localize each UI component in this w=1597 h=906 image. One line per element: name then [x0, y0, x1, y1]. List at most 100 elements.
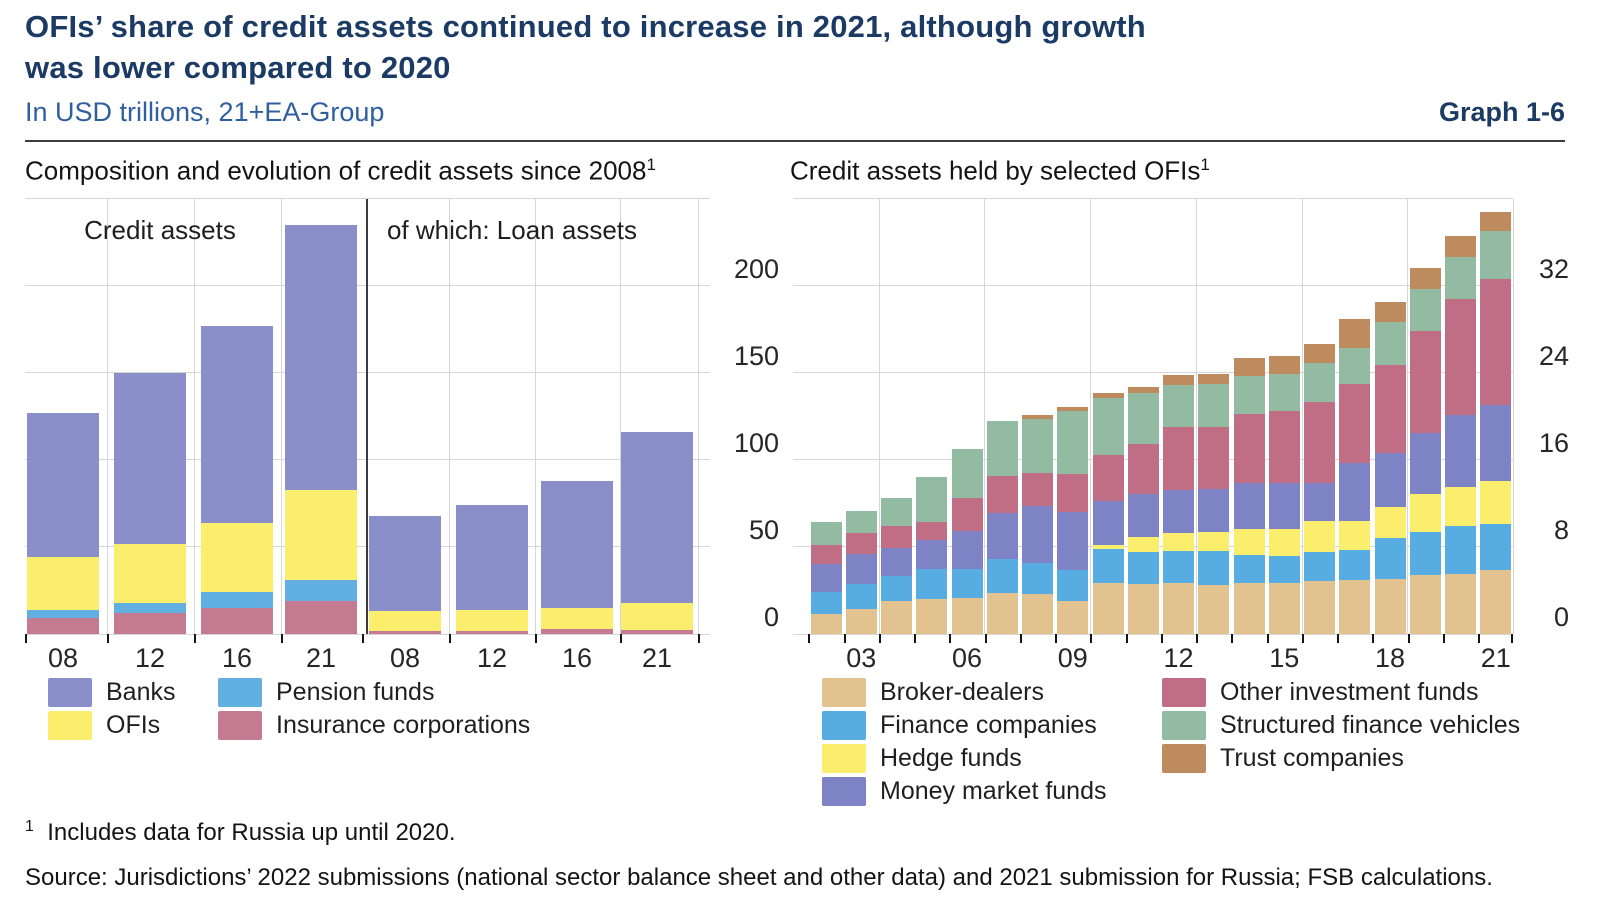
- bar-segment-banks: [621, 432, 693, 603]
- legend-column: Banks OFIs: [48, 676, 175, 742]
- right-chart-panel: Credit assets held by selected OFIs1 0 8 1…: [790, 155, 1590, 806]
- bar-segment-other-investment-funds: [1022, 473, 1053, 506]
- bar-segment-broker-dealers: [845, 608, 877, 634]
- bar-segment-hedge-funds: [1092, 544, 1124, 550]
- bar-segment-structured-finance-vehicles: [1268, 374, 1300, 412]
- source-line: Source: Jurisdictions’ 2022 submissions …: [25, 864, 1493, 891]
- bar-segment-ofis: [541, 607, 613, 629]
- bar-segment-insurance-corporations: [285, 600, 357, 634]
- bar-segment-finance-companies: [1268, 555, 1300, 583]
- legend-label: Structured finance vehicles: [1220, 711, 1521, 739]
- bar-segment-trust-companies: [1198, 374, 1230, 384]
- legend-swatch-finance-companies: [822, 711, 866, 740]
- bar-segment-banks: [201, 326, 273, 523]
- axis-tick-mark: [534, 634, 537, 643]
- bar-segment-insurance-corporations: [201, 607, 273, 634]
- bar-segment-structured-finance-vehicles: [916, 477, 948, 522]
- bar-segment-insurance-corporations: [114, 613, 186, 634]
- y-tick-label: 0: [1553, 602, 1569, 632]
- bar-segment-finance-companies: [1480, 524, 1512, 570]
- bar-segment-other-investment-funds: [1198, 427, 1230, 490]
- bar-segment-finance-companies: [1445, 526, 1476, 575]
- bar-segment-money-market-funds: [1480, 404, 1512, 481]
- bar-segment-other-investment-funds: [1057, 474, 1089, 513]
- legend-item-trust-companies: Trust companies: [1162, 742, 1520, 775]
- x-tick-label: 21: [641, 643, 673, 673]
- bar-segment-other-investment-funds: [1339, 383, 1371, 464]
- vertical-gridline: [106, 199, 108, 634]
- legend-item-hedge-funds: Hedge funds: [822, 742, 1107, 775]
- bar-segment-insurance-corporations: [456, 630, 528, 634]
- bar-segment-hedge-funds: [1233, 528, 1265, 555]
- bar-segment-money-market-funds: [1339, 463, 1371, 521]
- y-tick-label: 200: [733, 254, 779, 284]
- bar-segment-finance-companies: [810, 591, 842, 615]
- x-tick-label: 09: [1057, 643, 1088, 673]
- group-label-of-which-loan-assets: of which: Loan assets: [386, 215, 638, 245]
- axis-tick-mark: [362, 634, 364, 643]
- bar-segment-money-market-funds: [1163, 490, 1194, 533]
- bar-segment-banks: [456, 505, 528, 610]
- bar-segment-structured-finance-vehicles: [810, 521, 842, 545]
- bar-segment-hedge-funds: [1268, 528, 1300, 556]
- bar-segment-trust-companies: [1092, 392, 1124, 398]
- footnote-marker: 1: [646, 155, 656, 174]
- legend-swatch-insurance-corporations: [218, 711, 262, 740]
- bar-segment-money-market-funds: [810, 564, 842, 592]
- bar-segment-other-investment-funds: [1268, 411, 1300, 483]
- vertical-gridline: [619, 199, 621, 634]
- axis-tick-mark: [878, 634, 881, 643]
- bar-segment-broker-dealers: [1268, 582, 1300, 634]
- legend-label: Broker-dealers: [880, 678, 1044, 706]
- bar-segment-broker-dealers: [1409, 575, 1441, 634]
- x-tick-label: 08: [47, 643, 79, 673]
- bar-segment-finance-companies: [1127, 552, 1159, 584]
- bar-segment-structured-finance-vehicles: [951, 449, 983, 499]
- bar-segment-money-market-funds: [1445, 415, 1476, 488]
- bar-segment-trust-companies: [1163, 375, 1194, 385]
- vertical-gridline: [1301, 199, 1303, 634]
- gridline: [793, 634, 1513, 635]
- bar-segment-hedge-funds: [1304, 520, 1335, 553]
- bar-segment-insurance-corporations: [27, 618, 99, 634]
- bar-segment-finance-companies: [1022, 563, 1053, 594]
- vertical-gridline: [534, 199, 536, 634]
- bar-segment-hedge-funds: [1480, 480, 1512, 525]
- bar-segment-other-investment-funds: [1374, 365, 1406, 454]
- bar-segment-other-investment-funds: [1233, 414, 1265, 483]
- bar-segment-broker-dealers: [1339, 579, 1371, 634]
- legend-column: Pension funds Insurance corporations: [218, 676, 530, 742]
- x-tick-label: 08: [389, 643, 421, 673]
- bar-segment-hedge-funds: [1339, 520, 1371, 551]
- legend-item-ofis: OFIs: [48, 709, 175, 742]
- legend-item-broker-dealers: Broker-dealers: [822, 676, 1107, 709]
- bar-segment-structured-finance-vehicles: [986, 420, 1018, 477]
- bar-segment-banks: [369, 515, 441, 612]
- bar-segment-hedge-funds: [1445, 487, 1476, 527]
- header-divider-line: [25, 140, 1565, 142]
- legend-label: Insurance corporations: [276, 711, 531, 739]
- x-tick-label: 15: [1269, 643, 1300, 673]
- y-tick-label: 16: [1538, 428, 1569, 458]
- axis-tick-mark: [698, 634, 700, 643]
- bar-segment-structured-finance-vehicles: [1304, 363, 1335, 403]
- x-tick-label: 12: [1163, 643, 1194, 673]
- bar-segment-structured-finance-vehicles: [1163, 384, 1194, 428]
- bar-segment-trust-companies: [1057, 406, 1089, 412]
- bar-segment-broker-dealers: [986, 592, 1018, 634]
- vertical-gridline: [1090, 199, 1092, 634]
- gridline: [25, 198, 710, 199]
- bar-segment-hedge-funds: [1163, 532, 1194, 552]
- bar-segment-broker-dealers: [1127, 583, 1159, 634]
- bar-segment-structured-finance-vehicles: [1233, 376, 1265, 415]
- axis-tick-mark: [984, 634, 987, 643]
- bar-segment-insurance-corporations: [369, 630, 441, 634]
- bar-segment-broker-dealers: [1374, 578, 1406, 634]
- bar-segment-finance-companies: [986, 558, 1018, 593]
- axis-tick-mark: [1337, 634, 1340, 643]
- bar-segment-broker-dealers: [1198, 585, 1230, 634]
- bar-segment-money-market-funds: [1127, 493, 1159, 538]
- axis-tick-mark: [1231, 634, 1234, 643]
- axis-tick-mark: [1125, 634, 1128, 643]
